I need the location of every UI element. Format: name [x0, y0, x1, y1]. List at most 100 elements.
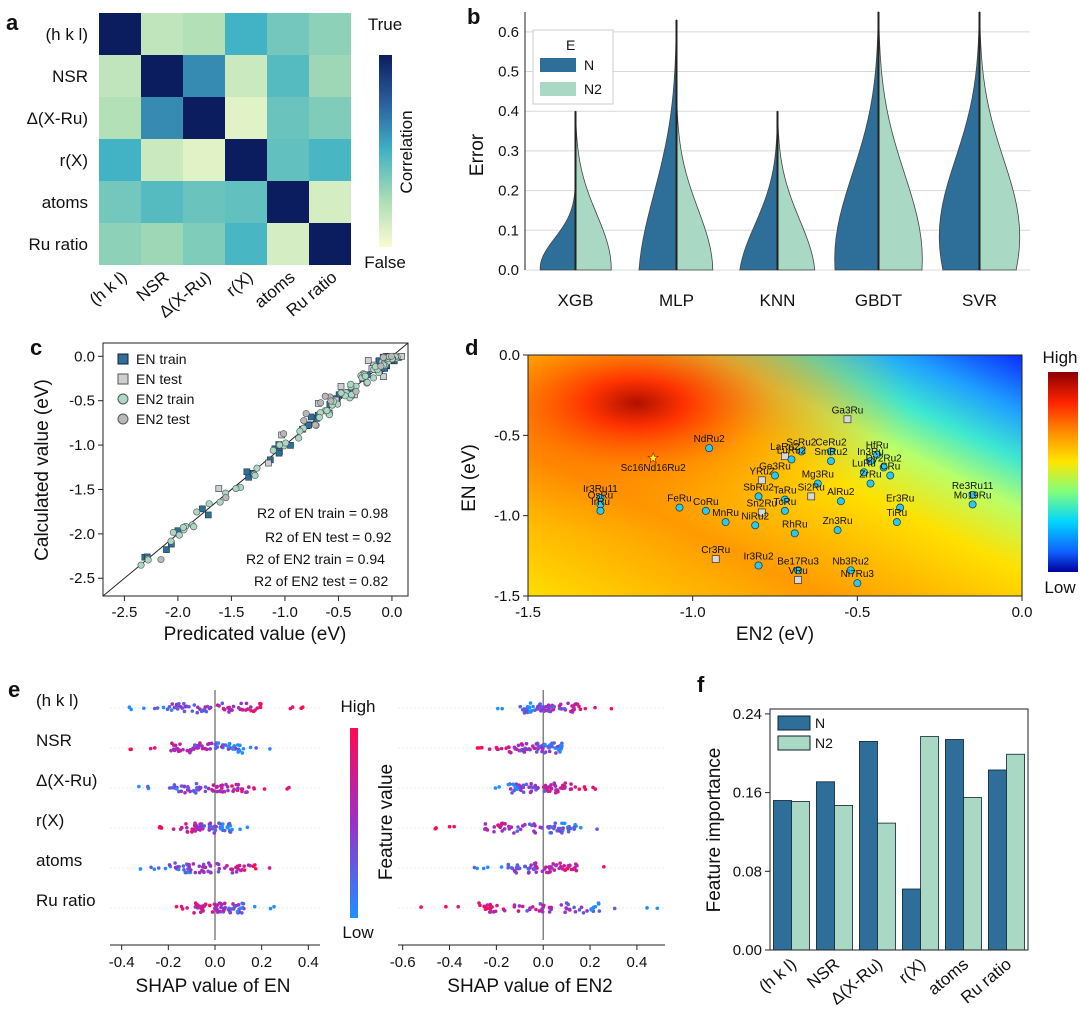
parity-point	[315, 413, 323, 421]
bar-n2	[1006, 753, 1025, 951]
contour-colorbar	[1048, 372, 1078, 572]
contour-point	[859, 468, 868, 477]
violin-y-tick: 0.0	[498, 262, 519, 279]
shap-point	[549, 831, 554, 835]
shap-point	[222, 789, 227, 794]
parity-point	[193, 508, 201, 516]
heatmap-row-label: Ru ratio	[28, 235, 88, 254]
shap-point	[507, 750, 512, 754]
shap-point	[193, 901, 198, 905]
parity-point	[243, 468, 251, 476]
shap-point	[194, 781, 199, 786]
parity-y-tick: -0.5	[69, 393, 95, 410]
shap-point	[236, 786, 240, 791]
shap-point	[190, 709, 195, 713]
legend-en-test: EN test	[136, 371, 182, 387]
shap-point	[535, 866, 539, 870]
legend-en2-train: EN2 train	[136, 391, 194, 407]
shap-point	[512, 868, 517, 873]
shap-point	[542, 867, 547, 871]
shap-point	[569, 787, 574, 791]
shap-point	[529, 863, 533, 867]
bar-n2	[877, 822, 896, 951]
bar-y-tick: 0.16	[733, 785, 762, 802]
shap-point	[574, 868, 579, 873]
shap-point	[513, 784, 517, 789]
shap-point	[198, 825, 202, 830]
shap-feature-labels: (h k l) NSR Δ(X-Ru) r(X) atoms Ru ratio	[36, 691, 97, 910]
contour-colorbar-high: High	[1043, 348, 1078, 367]
contour-axes: -1.5 -1.0 -0.5 0.0 0.0 -0.5 -1.0 -1.5	[494, 347, 1032, 621]
shap-point	[174, 865, 179, 870]
shap-point	[540, 749, 544, 754]
shap-point	[213, 746, 218, 750]
shap-point	[523, 707, 528, 711]
shap-point	[231, 704, 236, 709]
shap-point	[171, 827, 176, 831]
shap-point	[483, 827, 487, 831]
shap-point	[227, 705, 232, 710]
shap-point	[169, 748, 173, 753]
parity-point	[361, 372, 369, 380]
stat-en2-train: R2 of EN2 train = 0.94	[246, 551, 385, 567]
parity-point	[295, 434, 303, 442]
contour-point	[790, 529, 799, 538]
shap-point	[169, 708, 174, 712]
shap-point	[182, 701, 186, 706]
shap-point	[542, 789, 547, 794]
shap-point	[215, 703, 220, 707]
shap-point	[506, 782, 511, 787]
shap-point	[558, 826, 563, 831]
shap-point	[183, 870, 188, 875]
shap-point	[225, 826, 230, 830]
contour-point-label: Dy2Ru2	[866, 453, 903, 464]
shap-point	[254, 746, 258, 750]
shap-point	[288, 706, 293, 711]
shap-point	[569, 782, 573, 786]
shap-right-x-label: SHAP value of EN2	[447, 976, 612, 997]
shap-point	[577, 908, 582, 912]
parity-x-tick: 0.0	[382, 604, 403, 621]
parity-x-axis-label: Predicated value (eV)	[164, 624, 347, 645]
shap-point	[167, 863, 172, 867]
shap-point	[190, 827, 195, 832]
shap-point	[524, 782, 529, 787]
panel-b-label: b	[467, 4, 480, 29]
shap-point	[227, 741, 232, 746]
shap-point	[238, 827, 242, 832]
contour-point	[721, 518, 730, 527]
shap-point	[244, 701, 249, 706]
bar-legend-n2: N2	[815, 735, 833, 751]
shap-point	[562, 706, 567, 711]
parity-points	[137, 352, 405, 569]
shap-point	[216, 741, 221, 745]
shap-point	[566, 827, 571, 831]
shap-point	[267, 866, 272, 870]
shap-point	[170, 702, 175, 706]
shap-point	[537, 909, 542, 913]
shap-point	[541, 785, 546, 789]
parity-point	[265, 459, 272, 467]
heatmap-cell	[183, 223, 225, 265]
parity-point	[317, 399, 325, 407]
shap-point	[206, 742, 210, 747]
shap-point	[566, 701, 570, 706]
shap-point	[174, 904, 179, 909]
shap-point	[516, 909, 521, 913]
contour-point	[754, 492, 763, 501]
contour-y-axis-label: EN (eV)	[459, 444, 480, 512]
contour-point	[757, 476, 766, 485]
shap-point	[262, 787, 267, 791]
shap-point	[252, 786, 256, 790]
correlation-colorbar	[379, 55, 392, 247]
shap-point	[179, 789, 184, 794]
violin-half	[878, 11, 923, 271]
shap-point	[219, 784, 223, 788]
shap-point	[589, 907, 593, 911]
shap-point	[525, 909, 529, 913]
bar-legend-n: N	[815, 715, 825, 731]
shap-point	[514, 747, 519, 752]
heatmap-cell	[183, 181, 225, 223]
violin-x-tick: KNN	[760, 291, 796, 310]
